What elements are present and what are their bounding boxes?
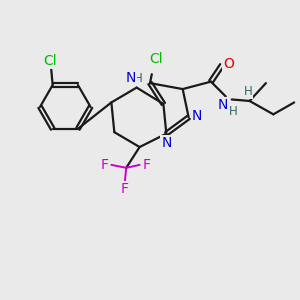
Text: H: H [229, 106, 238, 118]
Text: F: F [101, 158, 109, 172]
Text: N: N [161, 136, 172, 150]
Text: O: O [223, 57, 234, 71]
Text: Cl: Cl [149, 52, 163, 66]
Text: F: F [121, 182, 129, 196]
Text: N: N [125, 71, 136, 85]
Text: H: H [244, 85, 253, 98]
Text: H: H [134, 72, 142, 85]
Text: Cl: Cl [43, 54, 56, 68]
Text: N: N [218, 98, 228, 112]
Text: F: F [142, 158, 150, 172]
Text: N: N [192, 109, 202, 123]
